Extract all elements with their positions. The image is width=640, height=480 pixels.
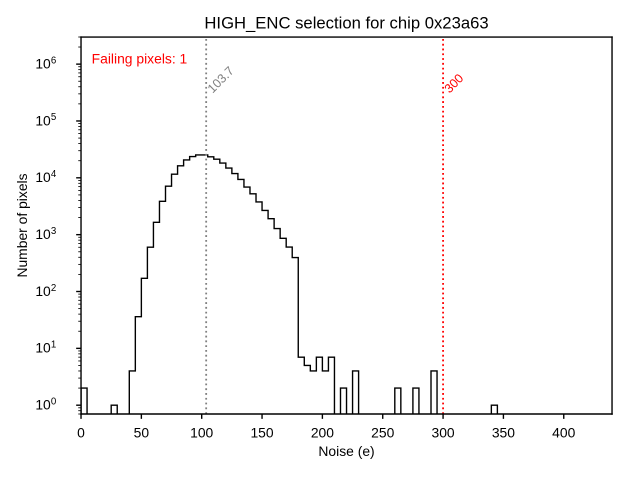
svg-text:100: 100 (190, 424, 213, 440)
svg-text:Failing pixels: 1: Failing pixels: 1 (92, 50, 188, 66)
svg-text:Number of pixels: Number of pixels (14, 173, 30, 277)
svg-text:Noise (e): Noise (e) (318, 443, 374, 459)
svg-text:350: 350 (492, 424, 515, 440)
svg-text:200: 200 (311, 424, 334, 440)
svg-text:300: 300 (431, 424, 454, 440)
svg-text:0: 0 (77, 424, 85, 440)
svg-text:HIGH_ENC selection for chip 0x: HIGH_ENC selection for chip 0x23a63 (204, 14, 488, 33)
svg-text:400: 400 (552, 424, 575, 440)
svg-text:150: 150 (250, 424, 273, 440)
svg-text:250: 250 (371, 424, 394, 440)
svg-text:50: 50 (134, 424, 150, 440)
